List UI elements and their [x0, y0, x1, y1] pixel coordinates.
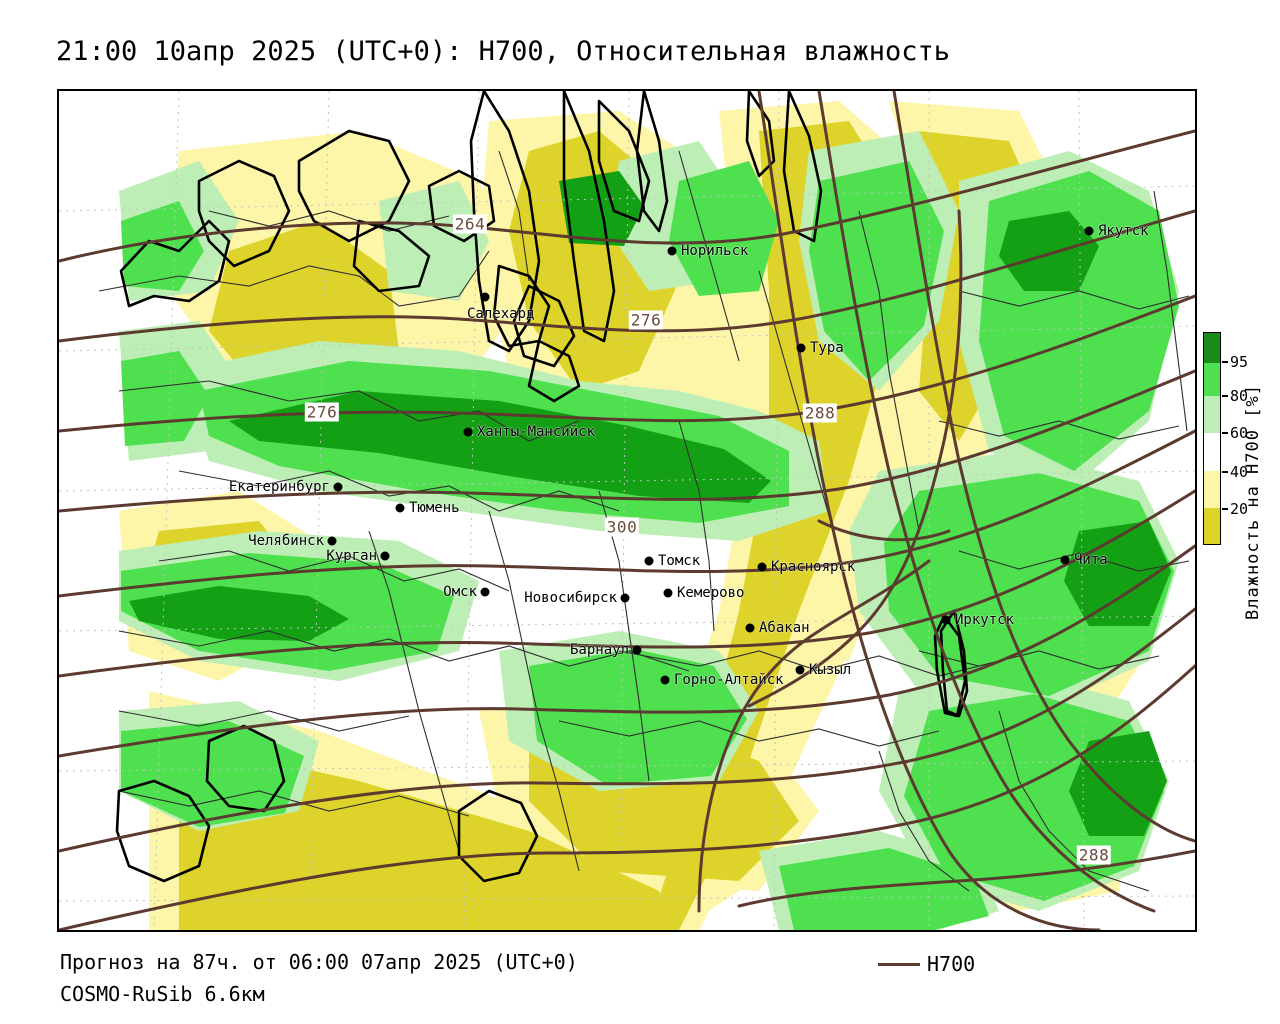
city-marker — [941, 615, 951, 625]
graticule — [59, 91, 1195, 930]
contour-legend: H700 — [878, 952, 975, 976]
city-label: Норильск — [681, 243, 749, 259]
map-canvas[interactable] — [57, 89, 1197, 932]
colorbar-band — [1204, 508, 1220, 544]
city-marker — [327, 536, 337, 546]
city-marker — [333, 482, 343, 492]
city-label: Кызыл — [809, 662, 852, 678]
colorbar-tick-mark — [1222, 432, 1228, 435]
contour-value-label: 264 — [452, 214, 488, 234]
city-marker — [620, 593, 630, 603]
colorbar-band — [1204, 471, 1220, 509]
city-marker — [463, 427, 473, 437]
city-label: Ханты-Мансийск — [477, 424, 596, 440]
page-title: 21:00 10апр 2025 (UTC+0): H700, Относите… — [56, 36, 951, 67]
colorbar-ticks: 95 80 60 40 20 — [1222, 332, 1280, 545]
city-label: Барнаул — [569, 642, 629, 658]
city-marker — [632, 645, 642, 655]
contour-value-label: 276 — [628, 310, 664, 330]
colorbar-tick-label: 80 — [1230, 386, 1249, 405]
colorbar-tick-label: 20 — [1230, 499, 1249, 518]
colorbar-band — [1204, 433, 1220, 472]
city-label: Абакан — [759, 620, 810, 636]
admin-borders — [98, 150, 1190, 892]
contour-value-label: 288 — [1076, 845, 1112, 865]
contour-value-label: 276 — [304, 402, 340, 422]
city-marker — [757, 562, 767, 572]
city-marker — [795, 665, 805, 675]
city-marker — [663, 588, 673, 598]
city-label: Челябинск — [248, 533, 324, 549]
colorbar-tick-mark — [1222, 470, 1228, 473]
city-label: Екатеринбург — [228, 479, 330, 495]
city-label: Горно-Алтайск — [674, 672, 784, 688]
contour-value-label: 288 — [802, 403, 838, 423]
city-marker — [1060, 555, 1070, 565]
city-marker — [380, 551, 390, 561]
colorbar-tick-mark — [1222, 360, 1228, 363]
city-label: Тюмень — [409, 500, 460, 516]
city-label: Новосибирск — [524, 590, 617, 606]
city-label: Иркутск — [955, 612, 1015, 628]
colorbar-gradient — [1203, 332, 1221, 545]
colorbar-band — [1204, 362, 1220, 397]
city-marker — [480, 587, 490, 597]
colorbar-tick-label: 60 — [1230, 424, 1249, 443]
city-marker — [1084, 226, 1094, 236]
city-marker — [667, 246, 677, 256]
city-label: Омск — [443, 584, 477, 600]
city-label: Курган — [326, 548, 377, 564]
colorbar-band — [1204, 333, 1220, 363]
contour-legend-label: H700 — [927, 952, 976, 976]
city-marker — [660, 675, 670, 685]
city-label: Томск — [658, 553, 701, 569]
city-marker — [395, 503, 405, 513]
contour-legend-line-icon — [878, 962, 920, 966]
city-label: Кемерово — [677, 585, 745, 601]
map-graphics — [59, 91, 1195, 930]
city-label: Тура — [810, 340, 844, 356]
contour-lines — [59, 91, 1195, 930]
contour-value-label: 300 — [604, 517, 640, 537]
city-marker — [745, 623, 755, 633]
city-marker — [644, 556, 654, 566]
city-label: Красноярск — [771, 559, 856, 575]
colorbar-tick-mark — [1222, 507, 1228, 510]
coastline — [115, 91, 969, 883]
model-info: COSMO-RuSib 6.6км — [60, 982, 265, 1006]
humidity-band-95-100 — [129, 171, 1171, 836]
forecast-info: Прогноз на 87ч. от 06:00 07апр 2025 (UTC… — [60, 950, 578, 974]
colorbar-tick-label: 40 — [1230, 462, 1249, 481]
city-label: Якутск — [1098, 223, 1149, 239]
city-label: Чита — [1074, 552, 1108, 568]
city-marker — [796, 343, 806, 353]
colorbar-axis-label: Влажность на H700 [%] — [1243, 384, 1263, 620]
colorbar[interactable] — [1203, 332, 1221, 545]
city-label: Салехард — [467, 306, 535, 322]
colorbar-band — [1204, 396, 1220, 434]
city-marker — [480, 292, 490, 302]
colorbar-tick-label: 95 — [1230, 352, 1249, 371]
colorbar-tick-mark — [1222, 394, 1228, 397]
